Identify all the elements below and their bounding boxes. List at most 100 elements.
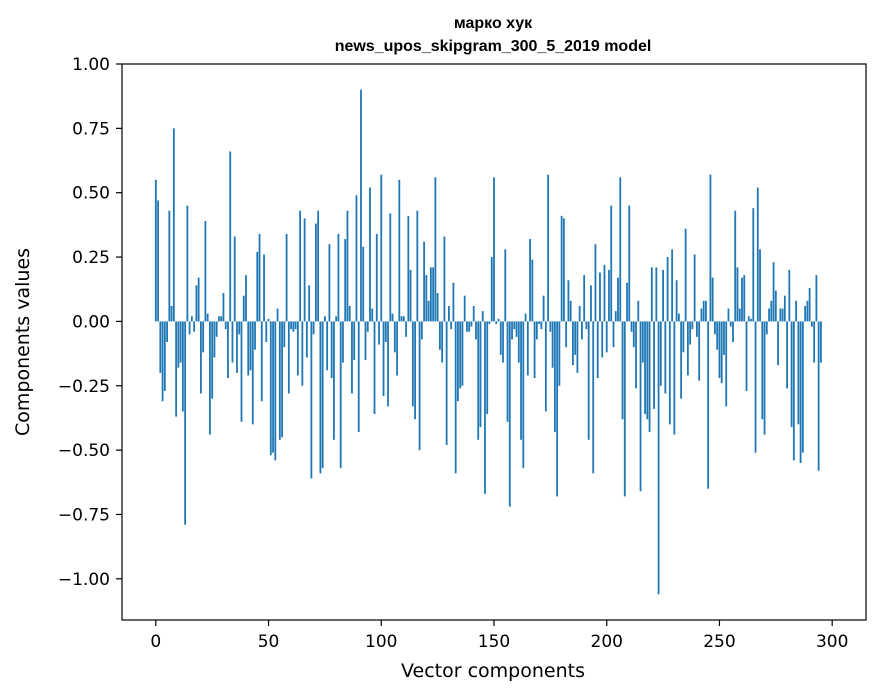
bar bbox=[621, 321, 624, 420]
bar bbox=[702, 300, 705, 322]
bar bbox=[547, 174, 550, 322]
bar bbox=[599, 272, 601, 322]
bar bbox=[168, 210, 171, 322]
bar bbox=[256, 251, 259, 322]
bar bbox=[792, 321, 795, 461]
x-axis-ticks: 0 50 100 150 200 250 300 bbox=[150, 620, 848, 652]
bar bbox=[639, 321, 642, 492]
bar bbox=[637, 300, 640, 322]
bar bbox=[265, 321, 268, 342]
bar bbox=[287, 321, 290, 394]
bar bbox=[806, 300, 809, 322]
bar bbox=[434, 177, 437, 322]
x-axis-label: Vector components bbox=[401, 660, 585, 682]
bar bbox=[641, 321, 644, 363]
bar bbox=[567, 280, 570, 322]
bar bbox=[648, 321, 651, 433]
bar bbox=[384, 321, 387, 342]
bar bbox=[479, 321, 482, 427]
bar bbox=[745, 321, 748, 391]
y-tick-label: 0.50 bbox=[72, 184, 110, 204]
bar bbox=[278, 321, 281, 440]
bar bbox=[175, 321, 178, 417]
bar bbox=[772, 262, 775, 322]
bar bbox=[229, 151, 232, 322]
bar bbox=[716, 321, 719, 350]
bar bbox=[526, 321, 529, 376]
bar bbox=[644, 321, 646, 415]
bar bbox=[400, 316, 403, 322]
bar bbox=[508, 321, 511, 507]
bar bbox=[558, 321, 561, 386]
bar bbox=[808, 287, 811, 322]
bar bbox=[249, 321, 252, 371]
bar bbox=[222, 293, 225, 322]
bar bbox=[677, 313, 680, 322]
bar bbox=[170, 305, 173, 322]
chart-subtitle: news_upos_skipgram_300_5_2019 model bbox=[335, 38, 652, 55]
bar bbox=[466, 321, 468, 332]
bar bbox=[188, 321, 191, 335]
bar bbox=[172, 128, 175, 322]
bar bbox=[804, 305, 807, 322]
bar bbox=[269, 321, 272, 456]
bar bbox=[495, 321, 498, 324]
bar bbox=[556, 321, 559, 497]
bar bbox=[193, 321, 196, 332]
bar bbox=[346, 210, 349, 322]
bar bbox=[777, 321, 779, 366]
bar bbox=[321, 321, 324, 469]
bar bbox=[795, 300, 798, 322]
bar bbox=[801, 321, 804, 453]
bar bbox=[689, 321, 692, 345]
bar bbox=[267, 318, 270, 322]
bar bbox=[761, 321, 764, 420]
bar bbox=[393, 321, 396, 353]
bar bbox=[544, 321, 547, 412]
bar bbox=[326, 321, 329, 371]
bar bbox=[339, 321, 342, 469]
bar bbox=[497, 318, 500, 322]
bar bbox=[655, 267, 658, 322]
bar bbox=[756, 187, 759, 322]
bar bbox=[522, 321, 525, 469]
bar bbox=[425, 275, 428, 322]
bar bbox=[231, 321, 234, 363]
bar bbox=[438, 321, 441, 350]
bar bbox=[686, 321, 689, 376]
bar bbox=[351, 321, 353, 394]
bar bbox=[314, 223, 317, 322]
bar bbox=[517, 321, 520, 363]
bar bbox=[488, 321, 491, 324]
bar bbox=[260, 321, 263, 402]
bar bbox=[630, 321, 633, 332]
bar bbox=[741, 277, 743, 322]
bar bbox=[659, 321, 662, 386]
bar bbox=[472, 305, 475, 322]
bar bbox=[436, 293, 439, 322]
bar bbox=[200, 321, 202, 394]
bar bbox=[499, 321, 502, 355]
bar bbox=[646, 321, 649, 420]
bar bbox=[263, 254, 265, 322]
bar bbox=[375, 233, 378, 322]
bar bbox=[675, 280, 678, 322]
bar bbox=[736, 267, 739, 322]
bar bbox=[696, 321, 698, 337]
bar bbox=[411, 321, 414, 407]
bar bbox=[565, 321, 568, 348]
bar bbox=[490, 257, 493, 322]
bar bbox=[529, 239, 531, 322]
bar bbox=[283, 321, 286, 348]
y-tick-label: −0.25 bbox=[58, 377, 110, 397]
bar bbox=[581, 321, 583, 340]
bar bbox=[441, 321, 444, 363]
bar bbox=[184, 321, 187, 525]
bar bbox=[220, 316, 223, 322]
bar bbox=[653, 321, 655, 409]
bar bbox=[535, 321, 538, 340]
bar bbox=[463, 295, 466, 322]
bar bbox=[551, 321, 554, 368]
bar bbox=[783, 295, 786, 322]
y-tick-label: −0.75 bbox=[58, 505, 110, 525]
